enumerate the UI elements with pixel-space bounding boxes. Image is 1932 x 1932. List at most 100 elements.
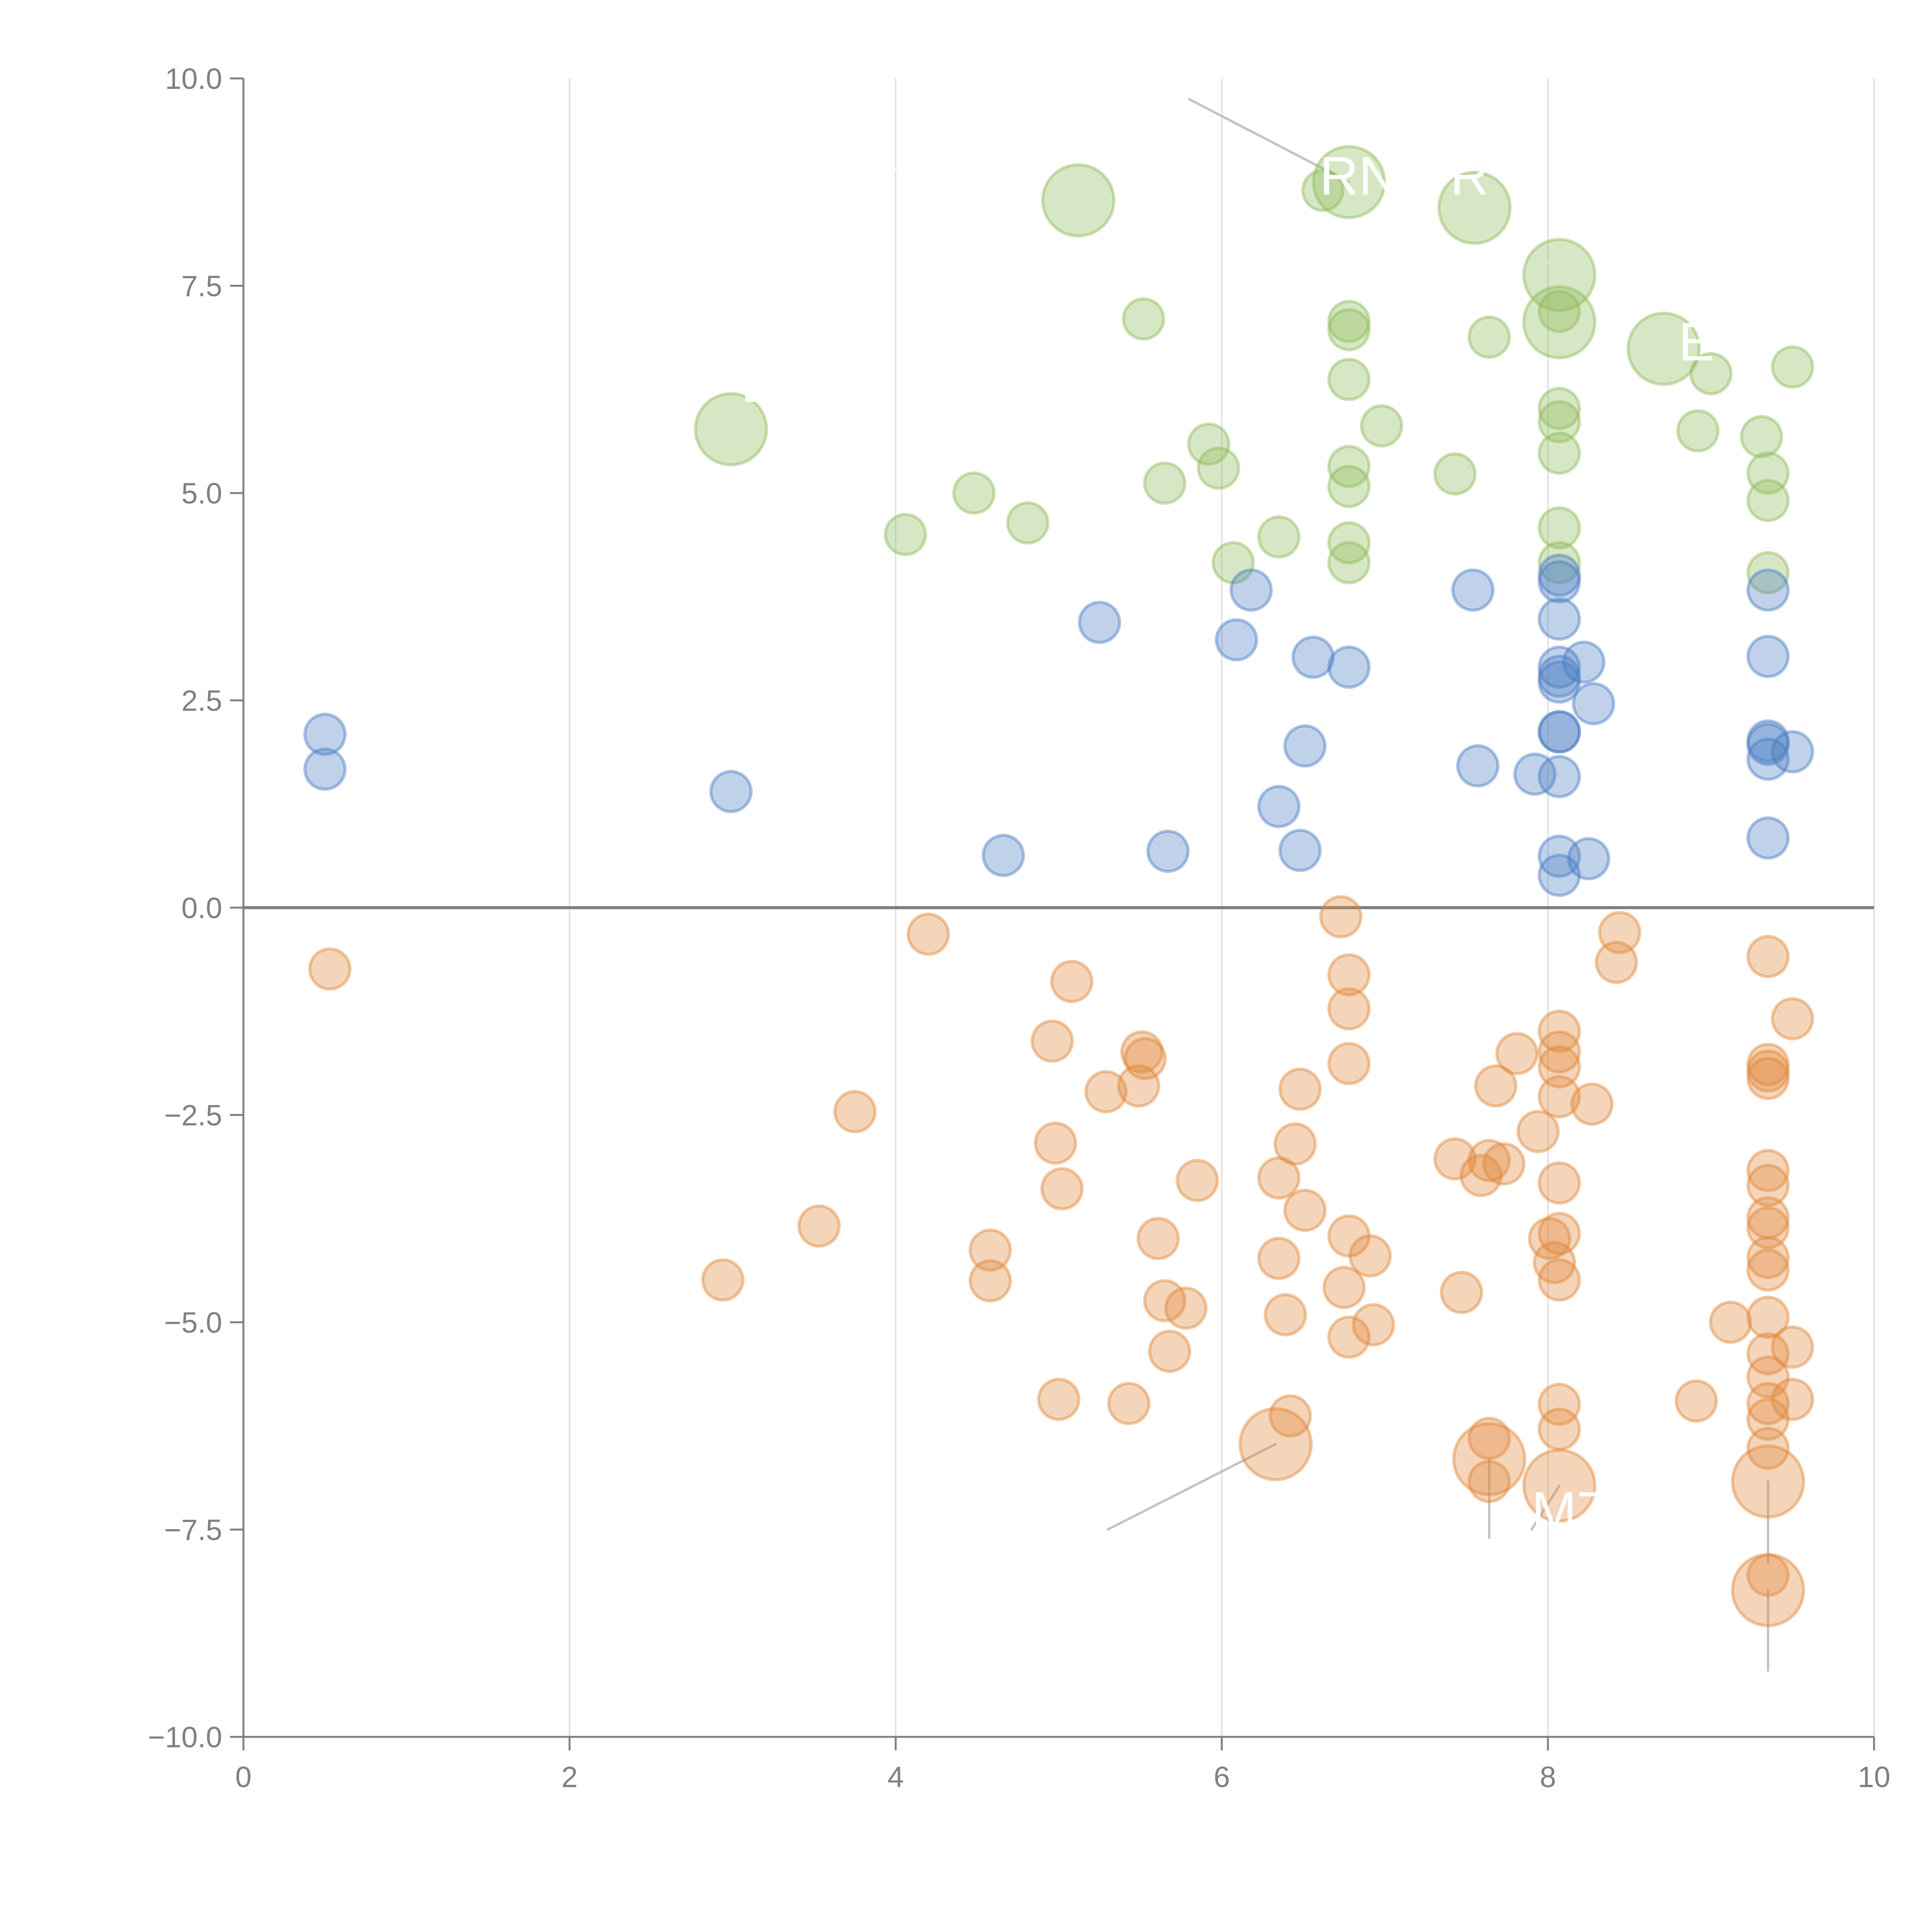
data-point-blue xyxy=(981,833,1025,877)
data-point-orange xyxy=(1746,1206,1790,1250)
data-point-orange xyxy=(1537,1045,1581,1089)
data-point-blue xyxy=(1746,568,1790,612)
data-point-blue xyxy=(1278,828,1322,872)
y-tick-label: −5.0 xyxy=(164,1306,222,1339)
data-point-orange xyxy=(1746,1049,1790,1093)
y-tick-label: 10.0 xyxy=(165,63,222,95)
data-point-orange xyxy=(1746,935,1790,978)
y-tick-label: −10.0 xyxy=(148,1721,222,1754)
data-point-orange xyxy=(1440,1270,1483,1314)
x-tick-label: 2 xyxy=(561,1761,578,1794)
data-point-orange xyxy=(1349,1234,1392,1278)
data-point-blue xyxy=(1746,723,1790,766)
data-point-blue xyxy=(1746,816,1790,860)
data-point-orange xyxy=(833,1090,877,1133)
leader-line xyxy=(1106,1443,1277,1531)
data-point-green xyxy=(1433,452,1477,496)
data-point-blue xyxy=(1537,553,1581,597)
data-point-orange xyxy=(1468,1417,1511,1460)
data-point-blue xyxy=(1537,560,1581,604)
data-point-orange xyxy=(1731,1553,1805,1628)
data-point-orange xyxy=(1537,1212,1581,1255)
data-point-green xyxy=(1537,541,1581,585)
data-point-blue xyxy=(1771,730,1814,774)
data-point-blue xyxy=(1513,752,1557,796)
data-point-orange xyxy=(1474,1064,1517,1108)
data-points xyxy=(303,145,1814,1628)
data-point-orange xyxy=(1598,911,1641,954)
data-point-orange xyxy=(1771,1378,1814,1421)
data-point-orange xyxy=(1746,1398,1790,1441)
data-point-green xyxy=(1626,311,1701,386)
leader-lines xyxy=(730,98,1769,1672)
y-tick-label: 5.0 xyxy=(181,477,222,510)
data-point-orange xyxy=(1746,1248,1790,1292)
data-point-green xyxy=(1537,400,1581,444)
data-point-blue xyxy=(1537,834,1581,878)
data-point-green xyxy=(1006,501,1049,545)
data-point-orange xyxy=(1257,1236,1301,1280)
data-point-orange xyxy=(1570,1082,1614,1126)
data-point-green xyxy=(1740,415,1783,459)
data-point-green xyxy=(1360,404,1403,448)
data-point-orange xyxy=(1746,1382,1790,1425)
data-point-orange xyxy=(1528,1217,1571,1260)
data-point-orange xyxy=(1452,1422,1527,1497)
leader-line xyxy=(1449,193,1476,209)
data-point-orange xyxy=(1537,1383,1581,1426)
data-point-blue xyxy=(709,770,753,813)
data-point-orange xyxy=(1522,1448,1597,1523)
data-point-orange xyxy=(701,1258,745,1302)
y-tick-label: −2.5 xyxy=(164,1099,222,1132)
x-tick-label: 6 xyxy=(1214,1761,1230,1794)
y-tick-label: −7.5 xyxy=(164,1514,222,1547)
data-point-green xyxy=(1522,238,1597,312)
data-point-green xyxy=(1771,345,1814,389)
data-point-green xyxy=(1468,315,1511,359)
data-point-orange xyxy=(1264,1293,1307,1337)
data-point-green xyxy=(1327,445,1371,488)
data-point-green xyxy=(694,392,768,466)
data-point-orange xyxy=(1746,1427,1790,1470)
data-point-orange xyxy=(1327,953,1371,997)
data-point-blue xyxy=(1456,744,1500,788)
data-point-orange xyxy=(1327,987,1371,1031)
data-point-green xyxy=(1327,541,1371,585)
data-point-green xyxy=(1537,290,1581,333)
data-point-green xyxy=(884,513,927,556)
data-point-orange xyxy=(1031,1019,1074,1063)
data-point-orange xyxy=(1746,1553,1790,1597)
point-label: L xyxy=(741,353,771,413)
data-point-green xyxy=(1197,446,1240,490)
data-point-blue xyxy=(1537,710,1581,754)
leader-line xyxy=(1498,210,1561,276)
point-label: RN xyxy=(1320,145,1398,206)
point-label: R xyxy=(1450,145,1489,206)
data-point-blue xyxy=(1746,737,1790,781)
data-point-blue xyxy=(1572,682,1616,726)
leader-line xyxy=(1530,1484,1561,1531)
data-point-orange xyxy=(1746,1149,1790,1192)
axes: 10.0 7.5 5.0 2.5 0.0 −2.5 −5.0 −7.5 −10.0 0 2 4 6 8 10 xyxy=(148,63,1891,1794)
data-point-orange xyxy=(1675,1379,1718,1423)
data-point-orange xyxy=(1257,1156,1301,1200)
leader-line xyxy=(895,168,1080,202)
data-point-orange xyxy=(1746,1057,1790,1100)
data-point-orange xyxy=(1136,1217,1180,1260)
data-point-green xyxy=(1327,464,1371,508)
data-point-orange xyxy=(1537,1009,1581,1053)
x-tick-label: 4 xyxy=(888,1761,904,1794)
data-point-orange xyxy=(1269,1394,1312,1438)
x-tick-label: 10 xyxy=(1858,1761,1891,1794)
data-point-green xyxy=(1537,431,1581,475)
data-point-orange xyxy=(1482,1142,1526,1186)
data-point-blue xyxy=(1537,645,1581,689)
data-point-blue xyxy=(303,747,347,791)
data-point-green xyxy=(1746,451,1790,495)
data-point-orange xyxy=(1731,1444,1805,1519)
data-point-orange xyxy=(1746,1163,1790,1207)
data-point-blue xyxy=(1567,837,1611,881)
data-point-green xyxy=(1143,461,1187,505)
data-point-orange xyxy=(1746,1296,1790,1339)
data-point-orange xyxy=(1034,1121,1077,1165)
